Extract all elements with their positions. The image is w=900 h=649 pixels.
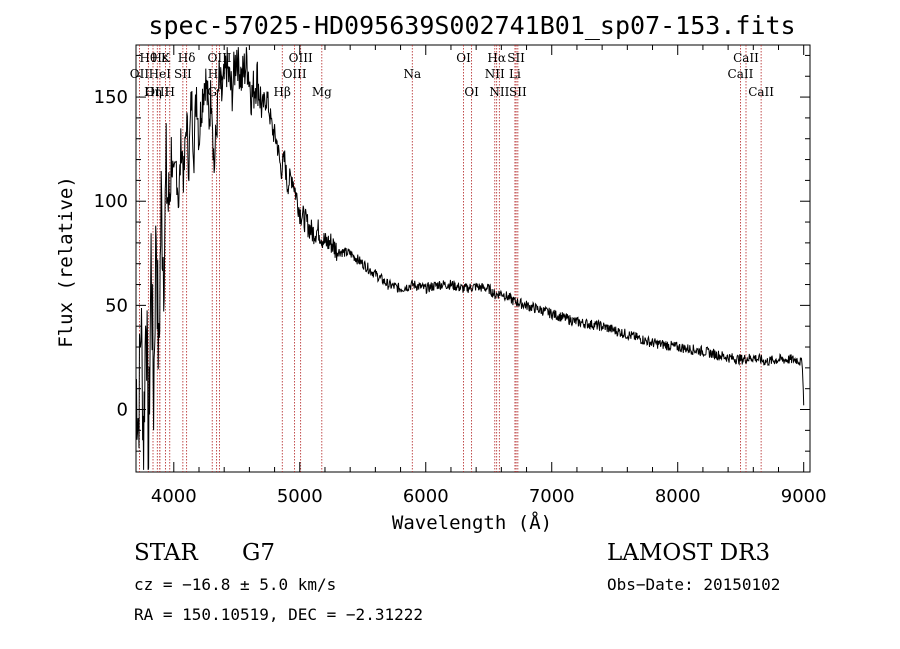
line-label: Na — [403, 67, 421, 81]
line-label: H — [165, 85, 175, 99]
line-label: SII — [507, 51, 525, 65]
line-label: OIII — [289, 51, 313, 65]
obs-date: Obs−Date: 20150102 — [607, 575, 780, 594]
y-tick-label: 0 — [117, 400, 128, 421]
line-label: OI — [464, 85, 479, 99]
y-tick-label: 50 — [105, 295, 128, 316]
line-label: Hε — [151, 51, 168, 65]
axis-ticks: 4000 5000 6000 7000 8000 9000 0 50 100 150 — [94, 45, 827, 507]
y-tick-label: 150 — [94, 87, 128, 108]
x-tick-label: 9000 — [781, 486, 827, 507]
line-label: Hθ — [139, 51, 157, 65]
line-label: OI — [456, 51, 471, 65]
y-tick-label: 100 — [94, 191, 128, 212]
chart-title: spec-57025-HD095639S002741B01_sp07-153.f… — [148, 11, 795, 40]
x-tick-label: 7000 — [529, 486, 575, 507]
x-tick-label: 4000 — [151, 486, 197, 507]
line-label: Hβ — [274, 85, 291, 99]
line-label: CaII — [733, 51, 759, 65]
y-axis-label: Flux (relative) — [55, 176, 77, 348]
line-label: SII — [174, 67, 192, 81]
subclass: G7 — [242, 540, 275, 566]
line-label: Hδ — [178, 51, 196, 65]
line-label: HeI — [149, 67, 172, 81]
line-label: Mg — [312, 85, 332, 99]
line-label: OIII — [283, 67, 307, 81]
line-label: Hα — [487, 51, 506, 65]
line-label: NII — [485, 67, 505, 81]
x-tick-label: 8000 — [655, 486, 701, 507]
line-label: OIII — [145, 85, 169, 99]
plot-area — [135, 44, 811, 473]
x-tick-label: 5000 — [277, 486, 323, 507]
line-label: CaII — [748, 85, 774, 99]
object-type: STAR — [134, 540, 198, 566]
spectrum-line — [135, 47, 805, 471]
survey-name: LAMOST DR3 — [607, 540, 770, 566]
line-label: Li — [509, 67, 521, 81]
line-label: K — [161, 51, 171, 65]
x-tick-label: 6000 — [403, 486, 449, 507]
coordinates: RA = 150.10519, DEC = −2.31222 — [134, 605, 423, 624]
line-label: NII — [489, 85, 509, 99]
line-label: SII — [509, 85, 527, 99]
plot-frame — [135, 44, 811, 473]
line-label: OII — [130, 67, 150, 81]
line-label: Hη — [144, 85, 162, 99]
redshift-cz: cz = −16.8 ± 5.0 km/s — [134, 575, 336, 594]
x-axis-label: Wavelength (Å) — [392, 511, 552, 534]
line-label: G — [207, 85, 217, 99]
line-label: CaII — [728, 67, 754, 81]
